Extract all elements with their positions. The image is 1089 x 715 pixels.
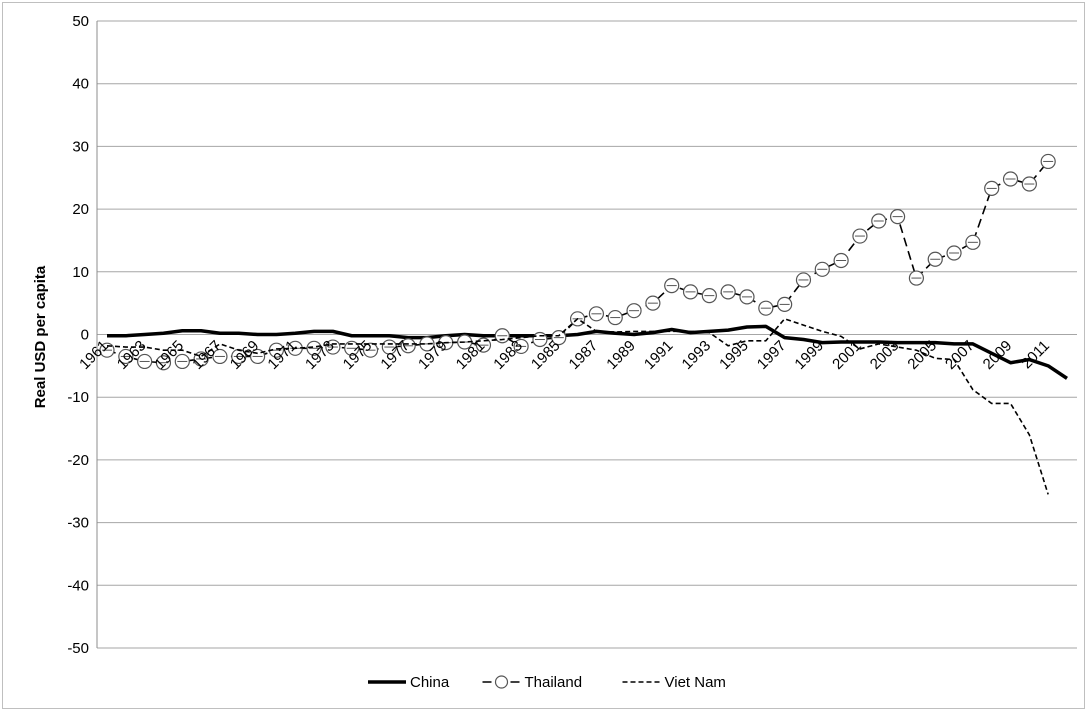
legend-label: Thailand [525,674,583,691]
series-line-viet-nam [106,318,1049,495]
x-tick-label: 1989 [603,337,639,373]
x-tick-label: 1987 [566,337,602,373]
y-tick-label: 0 [81,327,89,344]
legend-marker [494,675,509,689]
y-tick-label: -20 [67,452,89,469]
y-tick-label: 40 [72,76,89,93]
y-tick-label: 30 [72,138,89,155]
x-tick-label: 1991 [641,337,677,373]
y-tick-label: -10 [67,389,89,406]
y-tick-label: 10 [72,264,89,281]
y-tick-label: -50 [67,640,89,657]
y-axis-label: Real USD per capita [32,265,49,408]
x-tick-label: 1995 [716,337,752,373]
x-tick-label: 2009 [980,337,1016,373]
y-axis-ticks: 50 40 30 20 10 0 -10 -20 -30 -40 -50 [67,13,89,657]
y-tick-label: -40 [67,577,89,594]
y-tick-label: -30 [67,515,89,532]
y-tick-label: 20 [72,201,89,218]
legend-label: China [410,674,450,691]
x-tick-label: 1997 [754,337,790,373]
x-tick-label: 1993 [679,337,715,373]
series-lines [99,153,1068,495]
legend: China Thailand Viet Nam [368,674,726,691]
y-tick-label: 50 [72,13,89,30]
series-line-china [107,324,1068,380]
legend-label: Viet Nam [665,674,726,691]
